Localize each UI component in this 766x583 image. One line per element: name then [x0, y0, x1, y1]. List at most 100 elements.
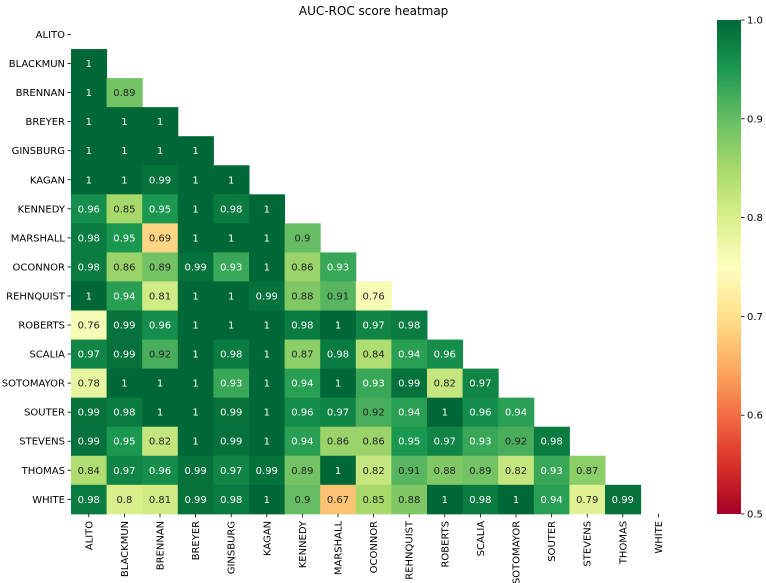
heatmap-cell: [355, 339, 392, 370]
heatmap-cell: [569, 484, 606, 515]
heatmap-cell: [106, 397, 143, 428]
heatmap-cell: [284, 339, 321, 370]
heatmap-cell: [213, 281, 250, 311]
cell-value-label: 0.95: [398, 437, 420, 448]
cell-value-label: 0.87: [291, 350, 313, 361]
cell-value-label: 1: [121, 117, 127, 128]
heatmap-cell: [213, 397, 250, 428]
heatmap-cell: [462, 455, 499, 486]
cell-value-label: 1: [192, 204, 198, 215]
heatmap-cell: [177, 368, 214, 399]
cell-value-label: 0.89: [149, 262, 171, 273]
heatmap-cell: [213, 484, 250, 515]
cell-value-label: 0.98: [469, 495, 491, 506]
cell-value-label: 0.97: [220, 466, 242, 477]
heatmap-cell: [142, 107, 179, 137]
x-tick-label: SOUTER: [547, 521, 558, 562]
heatmap-cell: [462, 484, 499, 515]
heatmap-cell: [177, 281, 214, 311]
heatmap-cell: [106, 339, 143, 370]
heatmap-cell: [249, 310, 286, 341]
y-tick-label: SCALIA: [29, 350, 65, 361]
cell-value-label: 1: [192, 350, 198, 361]
cell-value-label: 0.99: [113, 350, 135, 361]
x-tick-label: THOMAS: [618, 521, 629, 565]
cell-value-label: 0.91: [327, 291, 349, 302]
cell-value-label: 1: [157, 408, 163, 419]
x-tick-label: OCONNOR: [369, 521, 380, 574]
cell-value-label: 0.97: [327, 408, 349, 419]
cell-value-label: 1: [264, 495, 270, 506]
cell-value-label: 0.81: [149, 495, 171, 506]
cell-value-label: 0.96: [78, 204, 100, 215]
cell-value-label: 0.93: [540, 466, 562, 477]
heatmap-cell: [142, 281, 179, 311]
heatmap-cell: [71, 252, 108, 282]
x-tick-label: GINSBURG: [227, 521, 238, 574]
cell-value-label: 0.93: [220, 262, 242, 273]
heatmap-cell: [284, 397, 321, 428]
heatmap-cell: [498, 397, 535, 428]
cell-value-label: 0.94: [540, 495, 562, 506]
heatmap-cell: [284, 223, 321, 253]
cell-value-label: 1: [121, 379, 127, 390]
cell-value-label: 0.97: [469, 379, 491, 390]
cell-value-label: 0.98: [220, 350, 242, 361]
cell-value-label: 0.94: [398, 408, 420, 419]
heatmap-cell: [249, 281, 286, 311]
cell-value-label: 0.87: [576, 466, 598, 477]
heatmap-cell: [284, 368, 321, 399]
heatmap-cell: [320, 484, 357, 515]
heatmap-cell: [462, 368, 499, 399]
cell-value-label: 1: [264, 204, 270, 215]
x-tick-label: BLACKMUN: [120, 521, 131, 577]
heatmap-cell: [284, 484, 321, 515]
heatmap-cell: [498, 484, 535, 515]
heatmap-cell: [427, 484, 464, 515]
cell-value-label: 0.99: [78, 437, 100, 448]
cell-value-label: 1: [86, 175, 92, 186]
cell-value-label: 1: [513, 495, 519, 506]
cell-value-label: 0.78: [78, 379, 100, 390]
heatmap-cell: [177, 455, 214, 486]
chart-title: AUC-ROC score heatmap: [299, 4, 448, 18]
heatmap-cell: [142, 455, 179, 486]
y-tick-label: THOMAS: [21, 466, 65, 477]
cell-value-label: 0.97: [78, 350, 100, 361]
heatmap-cell: [71, 281, 108, 311]
heatmap-cell: [320, 455, 357, 486]
heatmap-cell: [71, 426, 108, 457]
y-tick-label: SOUTER: [24, 408, 65, 419]
heatmap-cell: [71, 194, 108, 224]
heatmap-cell: [213, 223, 250, 253]
y-axis-tick-labels: ALITO BLACKMUN BRENNAN BREYER GINSBURG KAGAN K…: [2, 30, 71, 506]
heatmap-cell: [249, 252, 286, 282]
cell-value-label: 1: [86, 117, 92, 128]
heatmap-cell: [71, 165, 108, 195]
cell-value-label: 1: [442, 495, 448, 506]
cell-value-label: 0.91: [398, 466, 420, 477]
heatmap-cells: 1 1 0.89 1 1 1 1 1 1 1 1 1 0.99 1 1 0.96 0.85 0.95 1 0.98 1 0…: [71, 49, 642, 515]
cell-value-label: 1: [264, 262, 270, 273]
heatmap-cell: [177, 397, 214, 428]
cell-value-label: 1: [228, 321, 234, 332]
cell-value-label: 0.8: [116, 495, 132, 506]
y-tick-label: BLACKMUN: [9, 59, 65, 70]
heatmap-cell: [213, 194, 250, 224]
heatmap-cell: [71, 78, 108, 108]
colorbar-tick-label: 0.6: [747, 411, 763, 422]
y-tick-label: OCONNOR: [12, 262, 65, 273]
y-tick-label: WHITE: [32, 495, 65, 506]
cell-value-label: 0.82: [505, 466, 527, 477]
y-tick-label: KAGAN: [30, 175, 65, 186]
cell-value-label: 0.98: [220, 204, 242, 215]
heatmap-cell: [320, 310, 357, 341]
heatmap-cell: [249, 455, 286, 486]
heatmap-cell: [391, 397, 428, 428]
cell-value-label: 0.93: [362, 379, 384, 390]
heatmap-cell: [106, 165, 143, 195]
heatmap-cell: [213, 165, 250, 195]
cell-value-label: 0.96: [434, 350, 456, 361]
cell-value-label: 1: [335, 321, 341, 332]
colorbar-tick-label: 1.0: [747, 16, 763, 27]
